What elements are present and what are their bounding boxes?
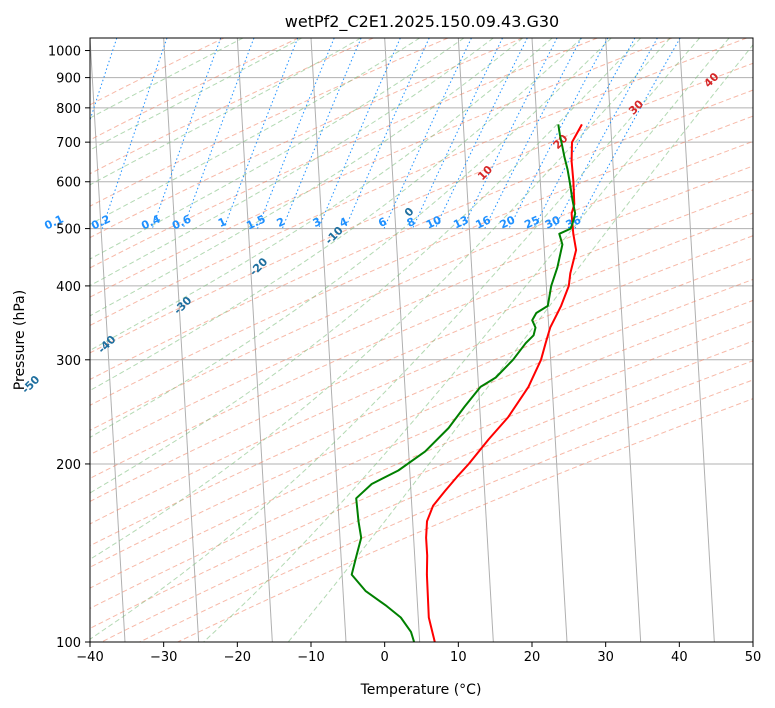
- dry-adiabat-line: [90, 278, 753, 568]
- moist-adiabat-line: [90, 38, 553, 351]
- x-tick-label: −20: [224, 650, 251, 665]
- moist-adiabat-line: [90, 38, 642, 494]
- mixing-ratio-label: 30: [543, 213, 563, 231]
- dry-adiabat-line: [90, 189, 753, 479]
- chart-title: wetPf2_C2E1.2025.150.09.43.G30: [285, 12, 559, 32]
- y-tick-label: 600: [56, 176, 81, 191]
- axes-layer: −40 −30 −20 −10 0 10 20 30 40 50 1000 900 800 700 600 5…: [48, 45, 761, 665]
- x-tick-label: −40: [76, 650, 103, 665]
- y-tick-label: 800: [56, 102, 81, 117]
- x-tick-label: 50: [745, 650, 762, 665]
- dry-adiabat-line: [90, 299, 753, 589]
- mixing-ratio-label: 13: [451, 213, 470, 231]
- moist-adiabat-line: [90, 38, 465, 260]
- moist-adiabat-line: [90, 38, 494, 287]
- mixing-ratio-label: 16: [473, 213, 493, 231]
- y-tick-label: 700: [56, 136, 81, 151]
- dry-adiabat-line: [90, 38, 673, 298]
- dry-adiabat-line: [90, 38, 449, 207]
- mixing-ratio-line: [318, 38, 401, 229]
- x-tick-label: −10: [297, 650, 324, 665]
- x-tick-label: −30: [150, 650, 177, 665]
- x-tick-label: 20: [524, 650, 541, 665]
- dry-adiabat-line: [139, 379, 753, 642]
- dry-adiabat-line: [177, 398, 753, 642]
- dewpoint-profile-line: [350, 124, 577, 642]
- mixing-ratio-line: [151, 38, 222, 229]
- x-tick-label: 0: [381, 650, 389, 665]
- y-tick-label: 900: [56, 72, 81, 87]
- mixing-ratio-line: [101, 38, 168, 229]
- mixing-ratio-line: [90, 38, 118, 122]
- mixing-ratio-line: [574, 38, 681, 229]
- x-tick-label: 10: [450, 650, 467, 665]
- y-tick-label: 100: [56, 636, 81, 651]
- temperature-profile-line: [425, 123, 583, 642]
- isotherm-line: [384, 38, 421, 642]
- moist-adiabat-line: [90, 38, 671, 560]
- isotherm-line: [310, 38, 347, 642]
- mixing-ratio-line: [383, 38, 472, 229]
- mixing-ratio-line: [344, 38, 430, 229]
- mixing-ratio-line: [508, 38, 609, 229]
- dry-adiabat-line: [90, 140, 753, 431]
- isotherm-line: [605, 38, 642, 642]
- moist-adiabat-line: [90, 38, 361, 186]
- y-tick-label: 200: [56, 458, 81, 473]
- mixing-ratio-label: 25: [522, 213, 541, 231]
- isotherm-line: [163, 38, 200, 642]
- dry-adiabat-line: [90, 38, 747, 326]
- isotherm-line: [678, 38, 715, 642]
- series-layer: [350, 123, 583, 642]
- mixing-ratio-line: [434, 38, 528, 229]
- moist-adiabat-line: [90, 38, 524, 317]
- moist-adiabat-line: [90, 38, 700, 640]
- isotherm-line: [457, 38, 494, 642]
- y-tick-label: 1000: [48, 45, 81, 60]
- background-lines: [90, 38, 753, 642]
- plot-frame: [89, 37, 754, 643]
- x-tick-label: 30: [597, 650, 614, 665]
- y-tick-label: 300: [56, 354, 81, 369]
- mixing-ratio-line: [533, 38, 636, 229]
- x-axis-label: Temperature (°C): [360, 682, 482, 698]
- dry-adiabat-line: [90, 89, 753, 381]
- plot-background: [90, 38, 753, 642]
- isotherm-line: [752, 38, 753, 47]
- x-tick-label: 40: [671, 650, 688, 665]
- mixing-ratio-label: 10: [424, 213, 444, 231]
- moist-adiabat-line: [90, 38, 244, 119]
- moist-adiabat-line: [90, 38, 612, 438]
- dry-adiabat-line: [90, 235, 753, 525]
- mixing-ratio-label: 20: [498, 213, 518, 231]
- y-axis-label: Pressure (hPa): [12, 290, 28, 390]
- isotherm-line: [531, 38, 568, 642]
- dry-adiabat-line: [90, 320, 753, 610]
- moist-adiabat-line: [203, 38, 730, 642]
- y-tick-label: 400: [56, 280, 81, 295]
- dry-adiabat-line: [90, 38, 374, 175]
- y-tick-label: 500: [56, 223, 81, 238]
- mixing-ratio-line: [553, 38, 658, 229]
- isotherm-line: [236, 38, 273, 642]
- dry-adiabat-line: [90, 38, 598, 269]
- moist-adiabat-line: [90, 38, 303, 151]
